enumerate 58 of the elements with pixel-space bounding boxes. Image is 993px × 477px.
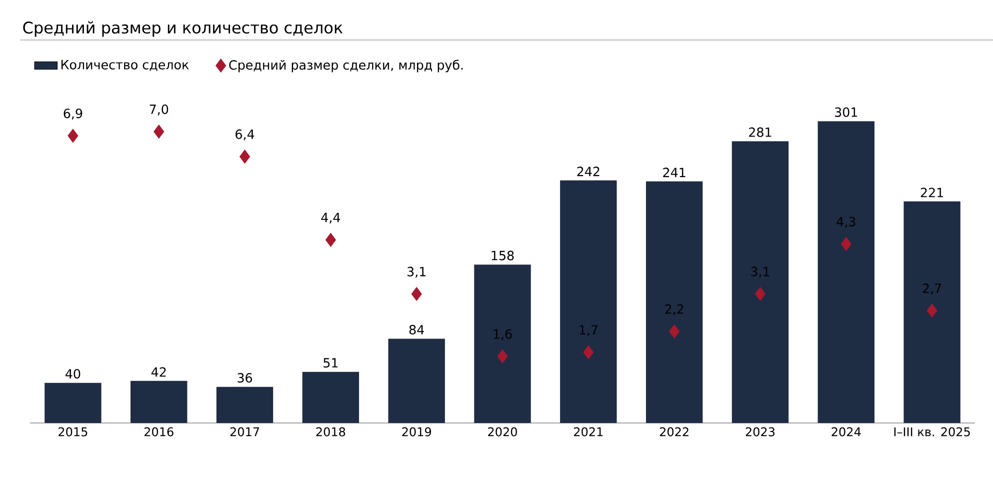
data-label: 2,2 xyxy=(665,304,684,316)
x-tick-label: 2019 xyxy=(402,427,432,436)
point xyxy=(926,304,938,318)
data-label: 1,6 xyxy=(494,329,512,340)
x-tick-label: 2018 xyxy=(316,427,346,436)
x-tick-label: 2017 xyxy=(230,427,260,436)
data-label: 51 xyxy=(324,358,338,368)
point xyxy=(754,287,766,301)
bar xyxy=(560,180,617,423)
data-label: 4,4 xyxy=(321,212,340,224)
bar xyxy=(474,264,531,423)
data-label: 3,1 xyxy=(751,266,770,278)
legend-label: Количество сделок xyxy=(61,60,189,72)
bar xyxy=(302,372,360,423)
data-label: 7,0 xyxy=(150,104,168,116)
x-tick-label: 2024 xyxy=(832,427,861,436)
data-label: 242 xyxy=(577,166,600,176)
data-label: 6,9 xyxy=(64,108,82,120)
x-tick-label: 2016 xyxy=(144,427,174,436)
data-label: 221 xyxy=(920,188,943,198)
point xyxy=(497,349,508,364)
data-label: 84 xyxy=(409,324,424,335)
point xyxy=(240,150,250,164)
data-label: 281 xyxy=(749,127,772,137)
bar xyxy=(904,201,960,423)
bar xyxy=(216,386,274,423)
data-label: 241 xyxy=(663,168,686,178)
x-tick-label: 2015 xyxy=(58,427,88,436)
data-label: 158 xyxy=(492,250,514,260)
legend-label: Средний размер сделки, млрд руб. xyxy=(229,60,463,72)
x-tick-label: 2021 xyxy=(574,427,603,436)
bar xyxy=(130,380,188,423)
x-tick-label: 2023 xyxy=(746,427,775,436)
data-label: 6,4 xyxy=(236,129,254,140)
point xyxy=(840,237,852,251)
data-label: 1,7 xyxy=(580,325,598,336)
data-label: 2,7 xyxy=(922,283,942,294)
point xyxy=(583,345,594,360)
chart-title: Средний размер и количество сделок xyxy=(23,21,343,37)
point xyxy=(68,128,78,143)
bar xyxy=(732,141,789,423)
point xyxy=(411,287,422,301)
bar xyxy=(44,382,102,423)
bar xyxy=(646,181,703,423)
data-label: 3,1 xyxy=(407,266,426,278)
data-label: 36 xyxy=(238,373,252,383)
x-tick-label: 2022 xyxy=(660,427,688,436)
point xyxy=(154,124,164,139)
data-label: 301 xyxy=(835,107,858,117)
x-tick-label: 2020 xyxy=(488,427,517,436)
data-label: 42 xyxy=(151,367,166,377)
point xyxy=(669,324,680,338)
point xyxy=(325,232,336,247)
data-label: 40 xyxy=(66,369,80,379)
bar xyxy=(818,121,874,423)
bar xyxy=(388,338,445,423)
x-tick-label: I–III кв. 2025 xyxy=(894,427,970,436)
data-label: 4,3 xyxy=(836,216,856,228)
